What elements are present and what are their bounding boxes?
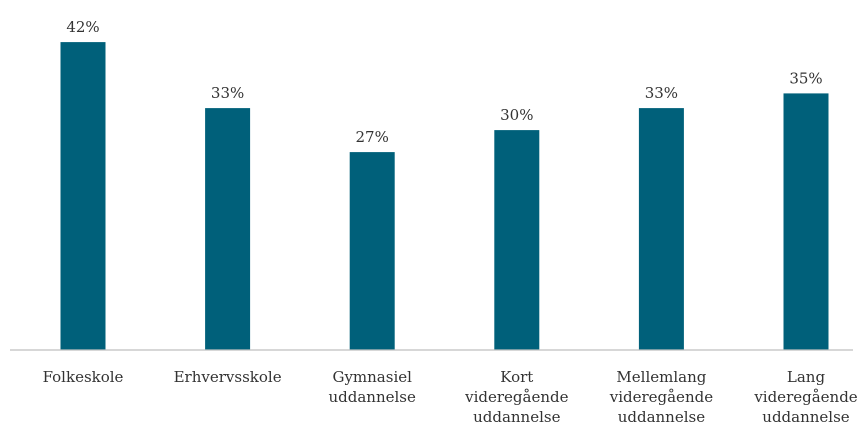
bar-1 [60, 42, 106, 350]
value-labels-group: 42% 33% 27% 30% 33% 35% [66, 18, 822, 146]
category-label-2: Erhvervsskole [174, 368, 282, 386]
value-label-1: 42% [66, 18, 99, 36]
category-label-line: Kort [500, 368, 533, 386]
category-label-4: Kort videregående uddannelse [464, 368, 568, 425]
category-label-line: Folkeskole [43, 368, 124, 386]
value-label-5: 33% [645, 84, 678, 102]
category-label-line: videregående [753, 388, 857, 406]
category-label-line: uddannelse [618, 408, 706, 425]
category-label-line: Lang [787, 368, 826, 386]
bar-3 [349, 152, 395, 350]
value-label-4: 30% [500, 106, 533, 124]
category-label-6: Lang videregående uddannelse [753, 368, 857, 425]
category-label-line: videregående [609, 388, 713, 406]
bar-4 [494, 130, 540, 350]
category-labels-group: Folkeskole Erhvervsskole Gymnasiel uddannel… [43, 368, 858, 425]
category-label-line: videregående [464, 388, 568, 406]
value-label-3: 27% [356, 128, 389, 146]
category-label-3: Gymnasiel uddannelse [329, 368, 417, 406]
bars-group [60, 42, 829, 351]
bar-2 [205, 108, 251, 350]
category-label-1: Folkeskole [43, 368, 124, 386]
value-label-2: 33% [211, 84, 244, 102]
category-label-line: uddannelse [473, 408, 561, 425]
category-label-line: Erhvervsskole [174, 368, 282, 386]
category-label-line: uddannelse [762, 408, 850, 425]
category-label-line: Mellemlang [616, 368, 706, 386]
category-label-5: Mellemlang videregående uddannelse [609, 368, 713, 425]
value-label-6: 35% [789, 69, 822, 87]
category-label-line: Gymnasiel [332, 368, 412, 386]
bar-6 [783, 93, 829, 351]
bar-5 [638, 108, 684, 350]
category-label-line: uddannelse [329, 388, 417, 406]
